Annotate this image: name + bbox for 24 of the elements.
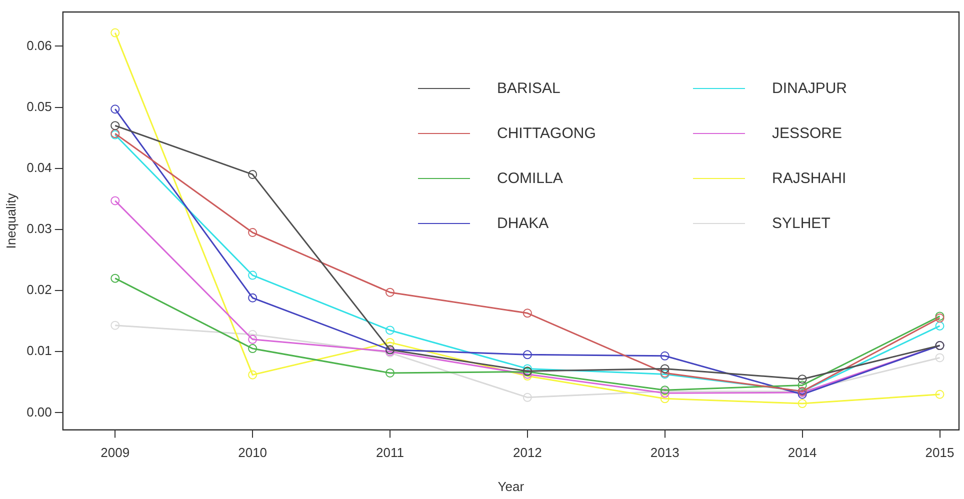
- y-tick-label: 0.00: [26, 404, 52, 420]
- x-tick-label: 2010: [238, 445, 268, 460]
- x-tick-label: 2012: [512, 445, 542, 460]
- legend-label: CHITTAGONG: [497, 124, 596, 142]
- y-tick-label: 0.03: [26, 221, 52, 236]
- legend-label: DHAKA: [497, 214, 549, 232]
- legend-label: SYLHET: [772, 214, 830, 232]
- y-axis-title: Inequality: [3, 192, 18, 249]
- x-tick-label: 2011: [376, 445, 404, 460]
- x-tick-label: 2014: [788, 445, 817, 460]
- y-tick-label: 0.06: [26, 38, 52, 53]
- legend-label: RAJSHAHI: [772, 170, 846, 186]
- legend-label: BARISAL: [497, 80, 560, 96]
- x-tick-label: 2015: [925, 445, 954, 460]
- y-tick-label: 0.05: [26, 98, 52, 114]
- x-tick-label: 2009: [100, 445, 130, 460]
- y-tick-label: 0.01: [26, 343, 52, 358]
- y-tick-label: 0.02: [26, 282, 52, 298]
- x-tick-label: 2013: [650, 445, 680, 460]
- legend-label: JESSORE: [772, 124, 842, 142]
- legend-label: COMILLA: [497, 170, 563, 186]
- x-axis-title: Year: [498, 478, 525, 494]
- legend-label: DINAJPUR: [772, 80, 848, 96]
- y-tick-label: 0.04: [26, 160, 52, 175]
